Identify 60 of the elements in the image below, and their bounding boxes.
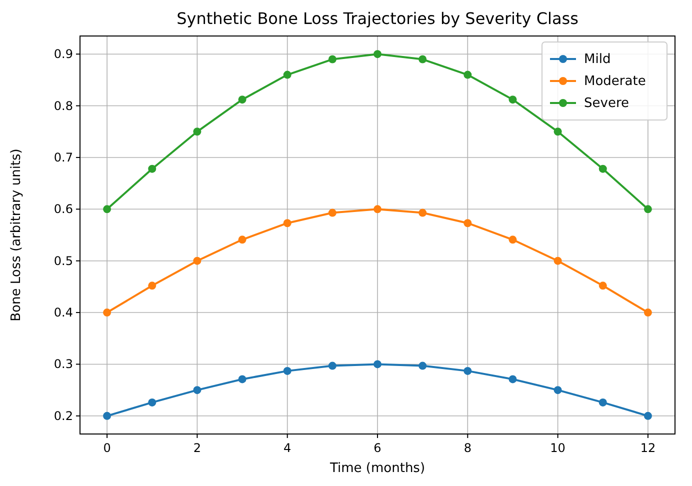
y-tick-label: 0.4 (54, 306, 73, 320)
point (148, 282, 156, 290)
point (554, 386, 562, 394)
point (238, 96, 246, 104)
point (374, 50, 382, 58)
point (193, 386, 202, 394)
x-tick-label: 12 (640, 441, 656, 455)
point (464, 366, 472, 375)
point (103, 205, 112, 214)
point (598, 164, 607, 173)
x-tick-label: 4 (284, 441, 292, 455)
y-axis-title: Bone Loss (arbitrary units) (9, 148, 24, 322)
y-tick-label: 0.6 (54, 202, 73, 216)
point (508, 236, 517, 244)
chart-title: Synthetic Bone Loss Trajectories by Severity Class (176, 9, 578, 28)
x-tick-label: 8 (464, 441, 472, 455)
point (328, 208, 336, 217)
y-tick-label: 0.9 (54, 47, 73, 62)
legend-label: Severe (584, 96, 629, 111)
x-tick-label: 2 (193, 441, 202, 455)
point (148, 164, 156, 173)
x-tick-label: 0 (103, 441, 111, 455)
point (328, 362, 336, 370)
point (598, 398, 607, 406)
point (644, 205, 652, 214)
point (598, 282, 607, 290)
point (374, 360, 382, 368)
point (283, 70, 292, 79)
point (103, 412, 112, 420)
point (644, 308, 652, 317)
x-tick-label: 6 (374, 441, 382, 455)
point (238, 375, 246, 384)
point (103, 308, 112, 317)
point (418, 362, 427, 370)
point (283, 219, 292, 228)
y-tick-label: 0.2 (54, 408, 73, 423)
point (418, 208, 427, 217)
point (238, 236, 246, 244)
point (508, 96, 517, 104)
point (283, 366, 292, 375)
point (193, 256, 202, 265)
point (554, 128, 562, 136)
legend-label: Mild (584, 52, 611, 67)
point (644, 412, 652, 420)
y-tick-label: 0.3 (54, 357, 73, 372)
point (193, 128, 202, 136)
point (464, 70, 472, 79)
point (148, 398, 156, 406)
y-tick-label: 0.5 (54, 254, 73, 268)
point (418, 55, 427, 64)
x-axis-title: Time (months) (328, 461, 426, 476)
point (374, 205, 382, 214)
legend-label: Moderate (584, 74, 646, 89)
point (464, 219, 472, 228)
point (554, 256, 562, 265)
point (508, 375, 517, 384)
y-tick-label: 0.8 (54, 98, 73, 113)
point (328, 55, 336, 64)
x-tick-label: 10 (550, 441, 566, 455)
y-tick-label: 0.7 (54, 150, 73, 164)
